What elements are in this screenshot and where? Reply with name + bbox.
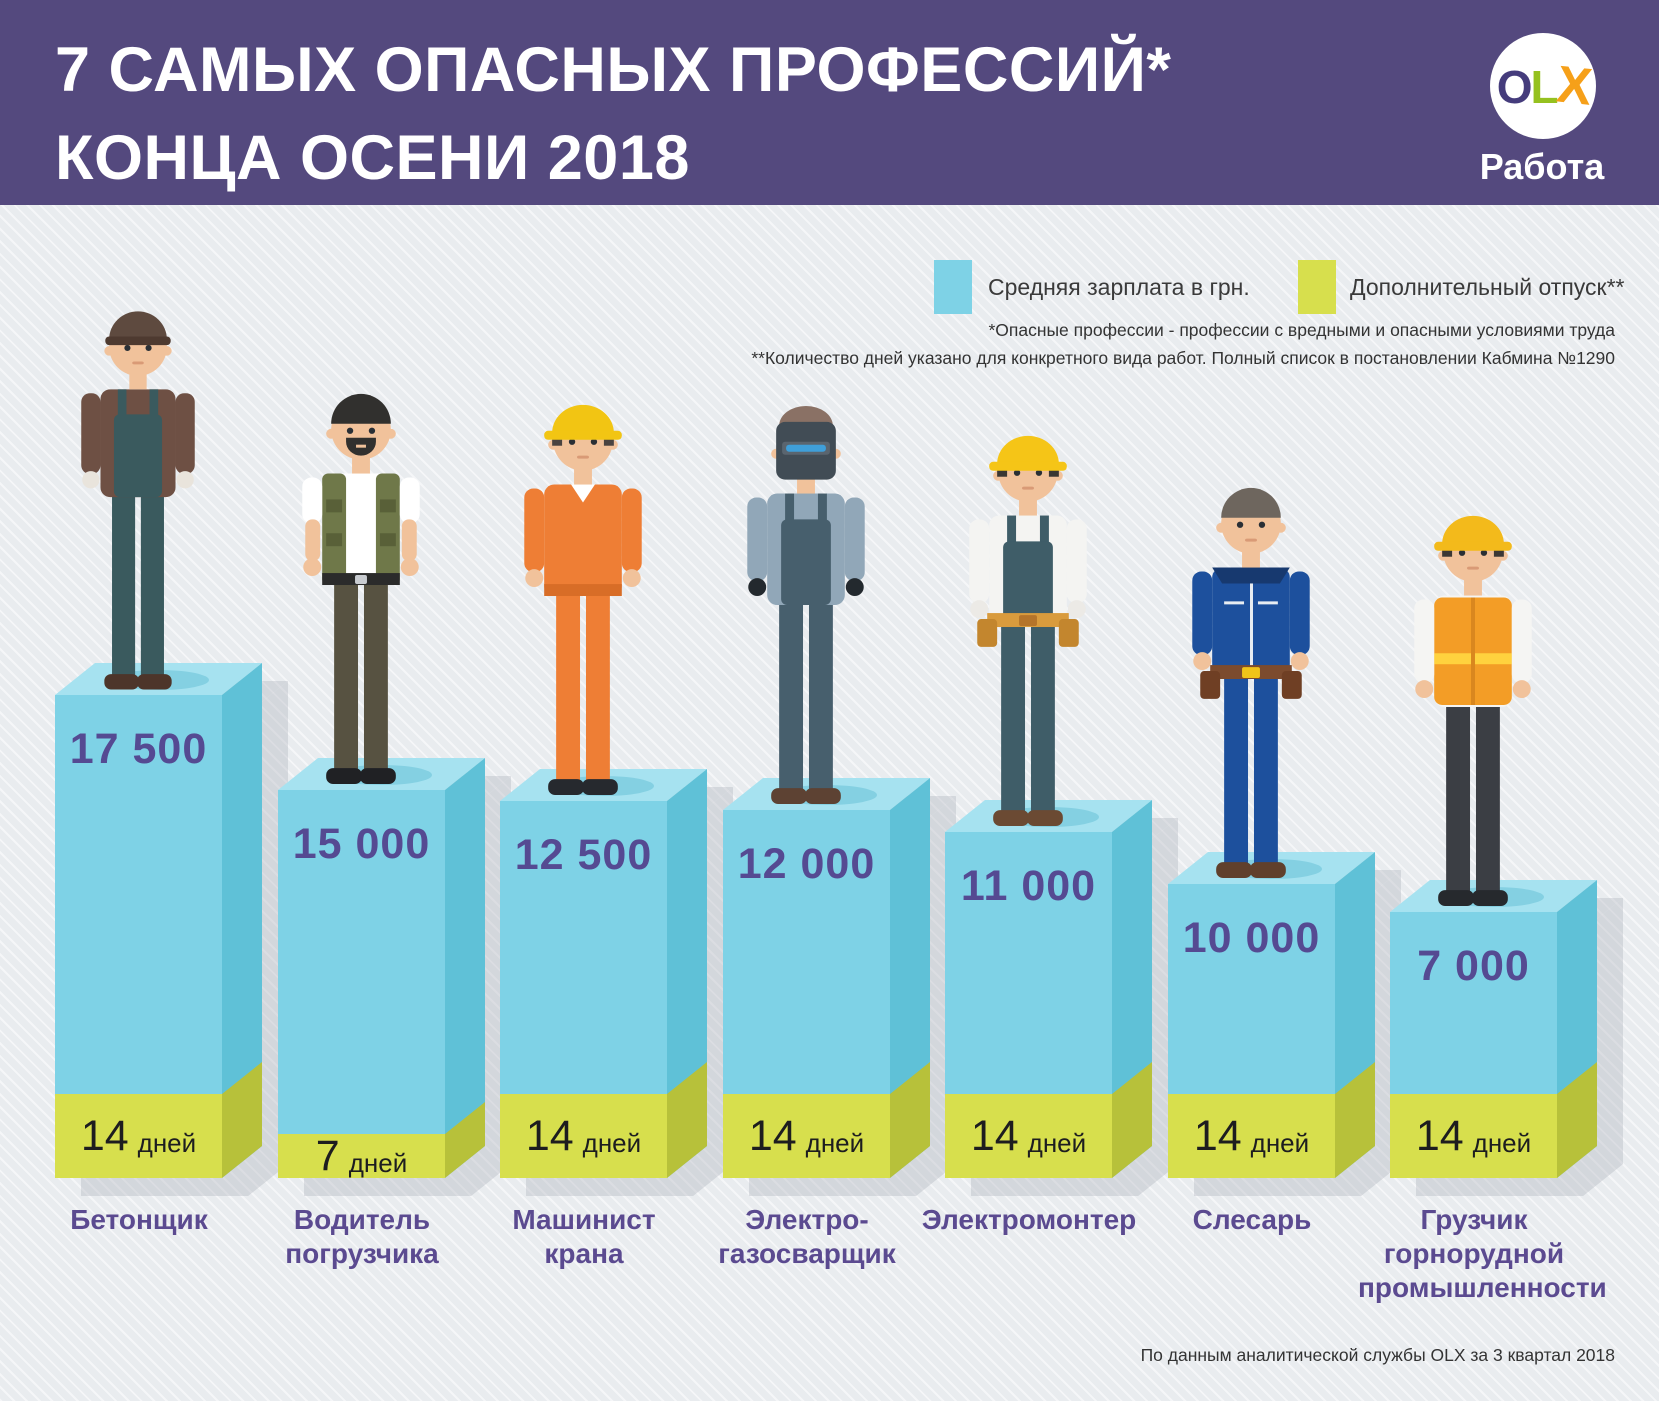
vacation-days-number: 14 [970,1111,1019,1160]
legend-salary-swatch [934,260,972,314]
title-line-1: 7 САМЫХ ОПАСНЫХ ПРОФЕССИЙ* [55,35,1172,105]
profession-label: Машинист крана [512,1204,656,1269]
bar-slesar [1168,852,1375,1178]
vacation-days-number: 14 [80,1111,129,1160]
salary-value: 10 000 [1182,914,1321,962]
footnote-line-1: *Опасные профессии - профессии с вредным… [988,320,1615,340]
profession-label: Водитель погрузчика [285,1204,439,1269]
bar-elektro-gazosvarshchik [723,778,930,1178]
worker-figure-betonshchik [81,311,195,690]
vacation-days-number: 14 [748,1111,797,1160]
vacation-days: 14 дней [1168,1094,1335,1178]
vacation-days: 14 дней [1390,1094,1557,1178]
vacation-days: 14 дней [500,1094,667,1178]
legend-vacation-swatch [1298,260,1336,314]
olx-wordmark: Работа [1479,146,1605,187]
olx-logo: OLX [1490,33,1596,139]
salary-value: 17 500 [69,725,208,773]
olx-letter-l: L [1530,61,1558,113]
profession-label: Грузчик горнорудной промышленности [1358,1204,1607,1303]
profession-label: Бетонщик [70,1204,208,1235]
vacation-days-unit: дней [582,1127,642,1158]
vacation-days: 14 дней [945,1094,1112,1178]
vacation-days-unit: дней [1027,1127,1087,1158]
vacation-days: 14 дней [723,1094,890,1178]
worker-figure-elektromonter [969,435,1087,827]
bar-mashinist-krana [500,769,707,1178]
profession-label: Электро- газосварщик [718,1204,896,1269]
worker-figure-elektro-gazosvarshchik [747,405,865,805]
vacation-days-unit: дней [1250,1127,1310,1158]
worker-figure-slesar [1192,487,1310,879]
legend-salary-label: Средняя зарплата в грн. [988,273,1250,300]
worker-figure-mashinist-krana [524,404,642,796]
bar-elektromonter [945,800,1152,1178]
salary-value: 12 000 [737,840,876,888]
vacation-days: 14 дней [55,1094,222,1178]
page-title: 7 САМЫХ ОПАСНЫХ ПРОФЕССИЙ* КОНЦА ОСЕНИ 20… [55,26,1171,202]
bar-betonshchik [55,663,262,1178]
vacation-days-number: 14 [525,1111,574,1160]
footnote-line-2: **Количество дней указано для конкретног… [751,348,1615,368]
worker-figure-voditel-pogruzchika [302,393,420,785]
title-line-2: КОНЦА ОСЕНИ 2018 [55,123,690,193]
vacation-days-number: 7 [315,1131,340,1180]
profession-label: Слесарь [1192,1204,1312,1235]
olx-letter-o: O [1496,61,1533,113]
profession-label: Электромонтер [921,1204,1137,1235]
bar-gruzchik-gornorudnoy [1390,880,1597,1178]
footnotes: *Опасные профессии - профессии с вредным… [751,316,1615,372]
vacation-days-unit: дней [1472,1127,1532,1158]
vacation-days: 7 дней [278,1131,445,1180]
salary-value: 11 000 [960,862,1097,910]
vacation-days-number: 14 [1415,1111,1464,1160]
worker-figure-gruzchik-gornorudnoy [1414,515,1532,907]
salary-value: 15 000 [292,820,431,868]
vacation-days-number: 14 [1193,1111,1242,1160]
vacation-days-unit: дней [137,1127,197,1158]
vacation-days-unit: дней [348,1147,408,1178]
legend-vacation-label: Дополнительный отпуск** [1350,273,1625,300]
vacation-days-unit: дней [805,1127,865,1158]
header-band: 7 САМЫХ ОПАСНЫХ ПРОФЕССИЙ* КОНЦА ОСЕНИ 20… [0,0,1659,205]
salary-value: 7 000 [1417,942,1530,990]
data-source-note: По данным аналитической службы OLX за 3 … [1140,1345,1615,1365]
salary-value: 12 500 [514,831,653,879]
olx-logo-letters: OLX [1496,55,1593,116]
